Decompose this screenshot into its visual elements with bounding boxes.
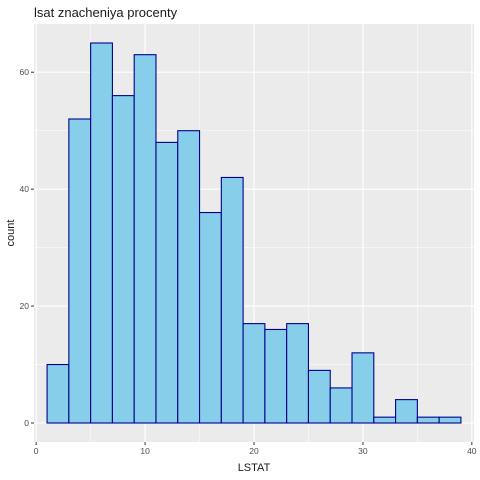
x-tick-label: 40 xyxy=(467,446,477,456)
histogram-bar-0 xyxy=(46,363,70,424)
x-axis-ticks: 0 10 20 30 40 xyxy=(34,442,477,456)
histogram-bar-14 xyxy=(351,352,375,424)
histogram-bar-17 xyxy=(416,416,440,424)
histogram-bar-7 xyxy=(198,211,222,424)
x-tick-label: 10 xyxy=(140,446,150,456)
histogram-bar-11 xyxy=(286,323,310,424)
y-tick-label: 20 xyxy=(20,301,30,311)
chart-title: lsat znacheniya procenty xyxy=(34,5,178,20)
x-tick-label: 30 xyxy=(358,446,368,456)
histogram-bar-3 xyxy=(111,95,135,424)
x-tick-label: 0 xyxy=(34,446,39,456)
histogram-bar-18 xyxy=(438,416,462,424)
y-tick-label: 40 xyxy=(20,184,30,194)
histogram-bar-15 xyxy=(373,416,397,424)
histogram-bar-2 xyxy=(90,42,113,424)
histogram-bar-4 xyxy=(133,54,157,424)
y-axis-title: count xyxy=(5,220,17,247)
histogram-bar-12 xyxy=(307,369,331,424)
histogram-bar-5 xyxy=(155,141,179,424)
y-axis-ticks: 0 20 40 60 xyxy=(20,67,34,428)
histogram-bar-8 xyxy=(220,176,244,424)
bars xyxy=(46,42,462,424)
histogram-bar-13 xyxy=(329,387,353,424)
x-axis-title: LSTAT xyxy=(238,462,271,474)
x-tick-label: 20 xyxy=(249,446,259,456)
y-tick-label: 60 xyxy=(20,67,30,77)
histogram-bar-9 xyxy=(242,323,266,424)
y-tick-label: 0 xyxy=(24,418,29,428)
histogram-bar-1 xyxy=(68,118,92,424)
histogram-bar-6 xyxy=(177,130,201,424)
histogram-bar-10 xyxy=(264,328,288,424)
histogram-bar-16 xyxy=(395,399,418,424)
